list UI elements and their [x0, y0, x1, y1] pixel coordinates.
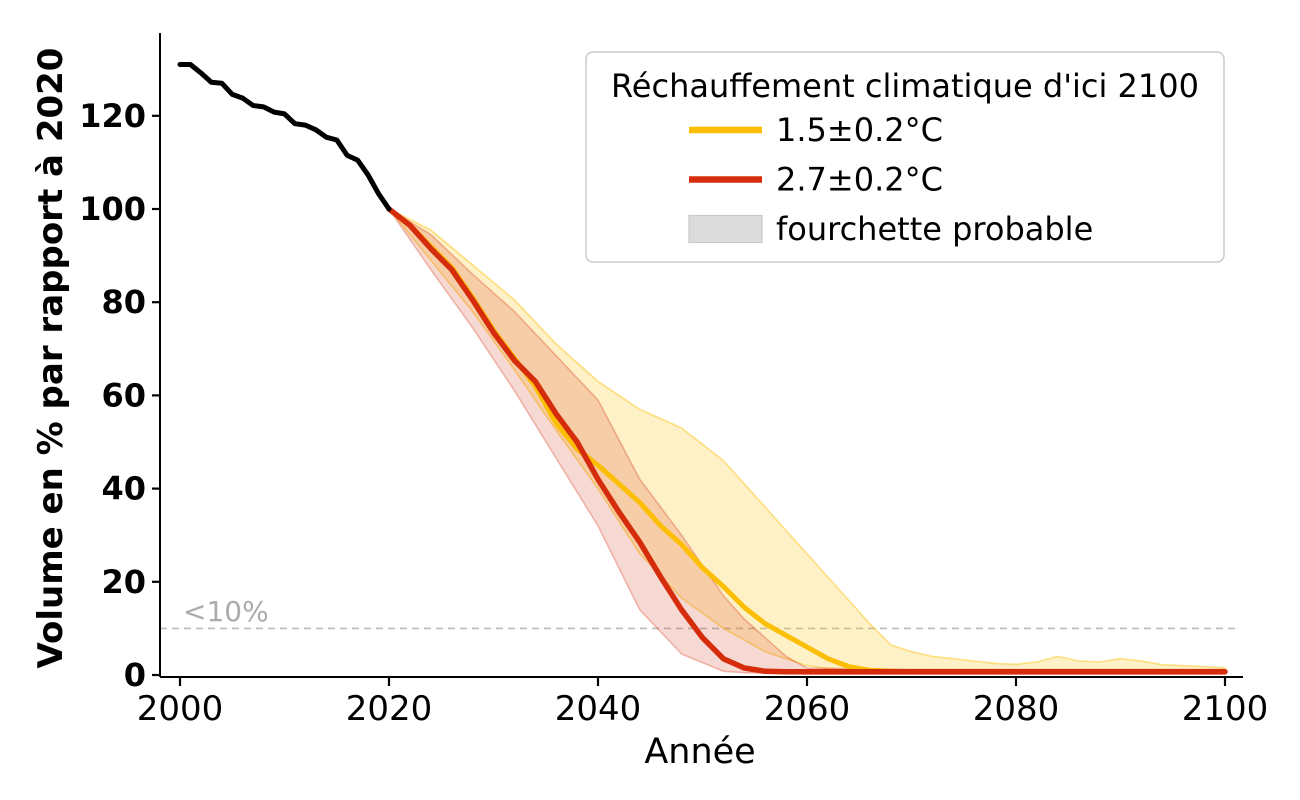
threshold-label: <10%	[183, 595, 269, 628]
y-tick-label: 60	[101, 376, 146, 414]
y-tick-label: 0	[124, 656, 146, 694]
legend-box	[585, 51, 1225, 263]
y-tick-label: 100	[79, 190, 146, 228]
legend-item: 2.7±0.2°C	[689, 161, 943, 199]
legend-title: Réchauffement climatique d'ici 2100	[611, 67, 1199, 105]
series-line-3	[386, 206, 1228, 675]
x-tick-label: 2100	[1182, 689, 1269, 729]
legend-item-label: 2.7±0.2°C	[776, 161, 943, 199]
legend-item: fourchette probable	[688, 210, 1093, 248]
x-tick-label: 2060	[764, 689, 851, 729]
legend-item-label: 1.5±0.2°C	[776, 111, 943, 149]
plot-area: 2000 2020 2040 2060 2080 2100020406080100120R…	[79, 33, 1268, 729]
y-axis-label: Volume en % par rapport à 2020	[31, 48, 71, 669]
legend: Réchauffement climatique d'ici 2100 1.5±0…	[585, 51, 1225, 263]
y-tick-label: 40	[101, 470, 146, 508]
series-line-1	[177, 62, 392, 212]
legend-item-label: fourchette probable	[776, 210, 1093, 248]
legend-item: 1.5±0.2°C	[689, 111, 943, 149]
x-tick-label: 2040	[555, 689, 642, 729]
x-tick-label: 2000	[137, 689, 224, 729]
y-tick-label: 80	[101, 283, 146, 321]
x-axis-label: Année	[644, 732, 755, 772]
x-tick-label: 2080	[973, 689, 1060, 729]
y-tick-label: 120	[79, 97, 146, 135]
uncertainty-band-1	[388, 208, 1226, 675]
y-tick-label: 20	[101, 563, 146, 601]
legend-patch-swatch	[688, 214, 763, 244]
x-tick-label: 2020	[346, 689, 433, 729]
